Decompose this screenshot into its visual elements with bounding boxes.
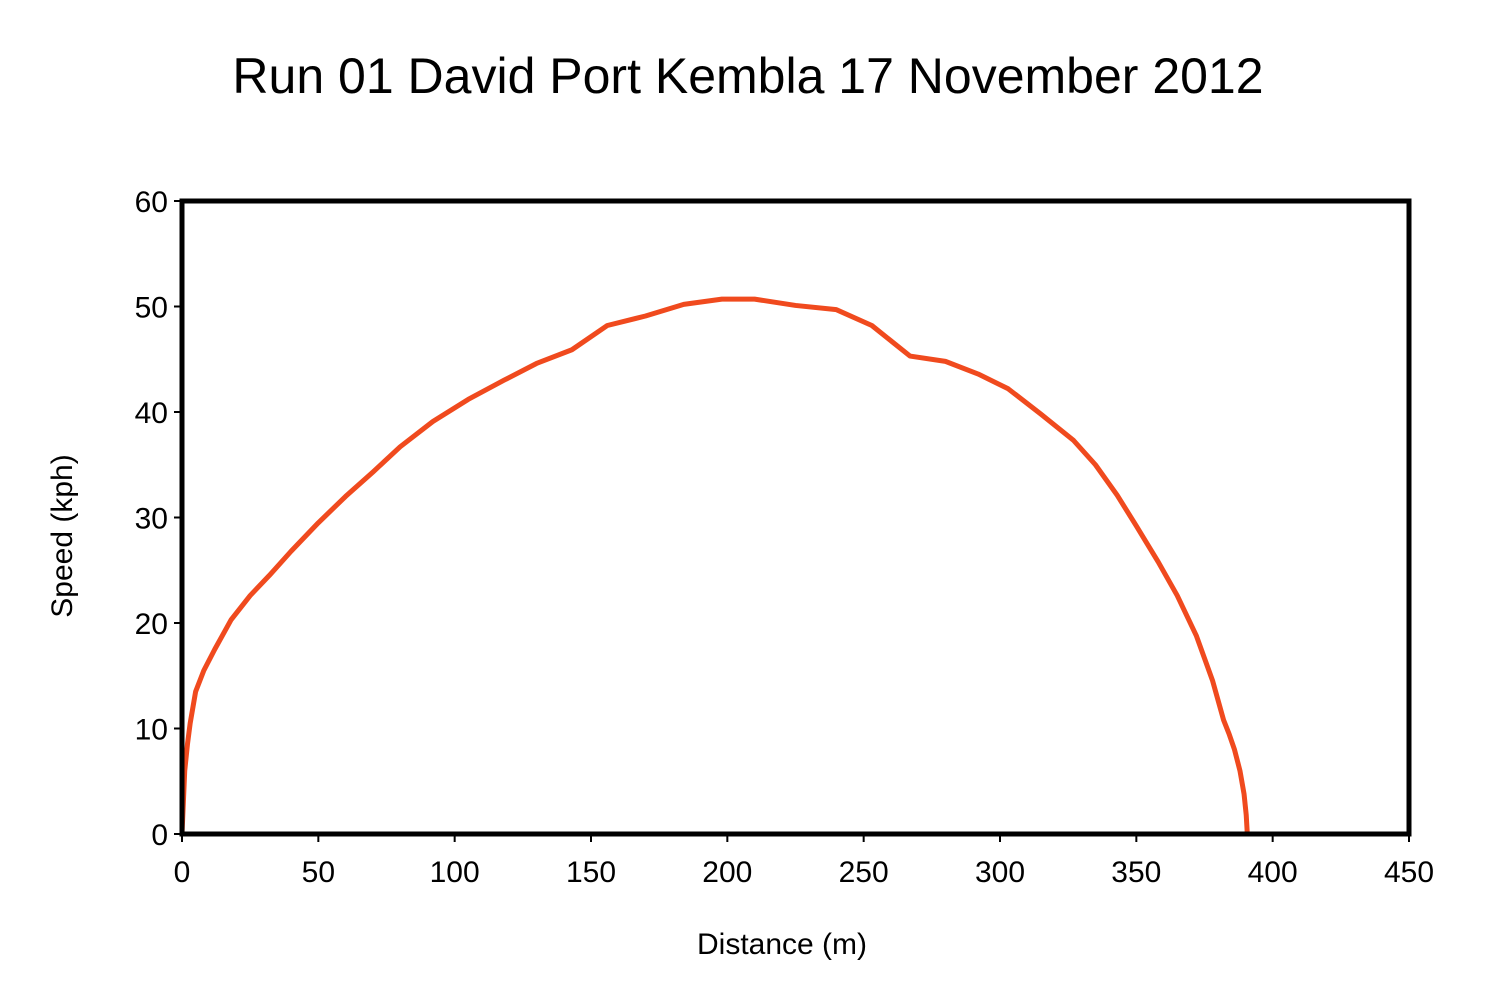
x-tick-label: 200: [702, 856, 752, 889]
x-tick-label: 100: [430, 856, 480, 889]
x-tick-label: 350: [1111, 856, 1161, 889]
y-tick-label: 60: [135, 186, 168, 219]
series-line-0: [179, 296, 1250, 837]
x-tick-label: 0: [174, 856, 191, 889]
plot-frame: [179, 198, 1412, 837]
y-axis-title: Speed (kph): [46, 454, 79, 617]
x-tick-label: 50: [302, 856, 335, 889]
x-axis-title: Distance (m): [697, 928, 867, 961]
data-series-layer: [179, 296, 1250, 837]
x-tick-label: 400: [1248, 856, 1298, 889]
y-tick-label: 20: [135, 608, 168, 641]
x-tick-label: 150: [566, 856, 616, 889]
x-tick-label: 450: [1384, 856, 1434, 889]
y-tick-label: 0: [151, 819, 168, 852]
axis-ticks: 0 50 100 150 200 250 300 350 400 450 0 10 20 30 40 50 60: [135, 186, 1434, 889]
y-tick-label: 40: [135, 397, 168, 430]
x-tick-label: 300: [975, 856, 1025, 889]
y-tick-label: 50: [135, 292, 168, 325]
y-tick-label: 30: [135, 503, 168, 536]
y-tick-label: 10: [135, 714, 168, 747]
x-tick-label: 250: [839, 856, 889, 889]
chart-title: Run 01 David Port Kembla 17 November 201…: [232, 48, 1263, 104]
